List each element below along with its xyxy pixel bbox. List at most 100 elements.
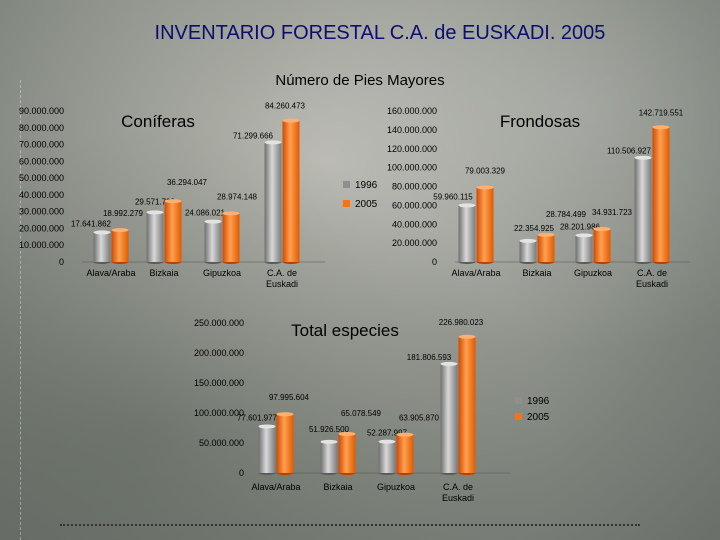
coniferas-y-tick: 70.000.000 [19, 140, 64, 150]
total-bar-cap [320, 439, 338, 444]
frondosas-y-tick: 80.000.000 [392, 182, 437, 192]
coniferas-bar-cap [164, 199, 182, 204]
coniferas-bar-cap [282, 118, 300, 123]
coniferas-data-label: 18.992.279 [103, 209, 144, 218]
frondosas-data-label: 59.960.115 [433, 192, 473, 201]
coniferas-data-label: 29.571.793 [135, 197, 176, 206]
frondosas-data-label: 110.506.927 [607, 147, 651, 156]
frondosas-y-tick: 20.000.000 [392, 238, 437, 248]
coniferas-y-tick: 90.000.000 [19, 106, 64, 116]
total-category-label: Alava/Araba [251, 482, 300, 492]
frondosas-bar-2005 [537, 234, 555, 262]
coniferas-y-tick: 30.000.000 [19, 207, 64, 217]
coniferas-bar-cap [93, 230, 111, 235]
coniferas-chart-title: Coníferas [121, 112, 195, 131]
frondosas-category-label: C.A. de [637, 268, 667, 278]
frondosas-bar-cap [537, 232, 555, 237]
frondosas-bar-1996 [458, 205, 476, 262]
total-y-tick: 50.000.000 [199, 438, 244, 448]
total-category-label: Gipuzkoa [377, 482, 415, 492]
coniferas-bar-cap [264, 140, 282, 145]
total-bar-1996 [440, 363, 458, 473]
coniferas-bar-cap [222, 211, 240, 216]
total-y-tick: 150.000.000 [194, 378, 244, 388]
coniferas-category-label: Gipuzkoa [203, 268, 241, 278]
frondosas-y-tick: 100.000.000 [387, 163, 437, 173]
coniferas-bar-2005 [111, 230, 129, 262]
coniferas-y-tick: 50.000.000 [19, 173, 64, 183]
total-category-label: Bizkaia [323, 482, 352, 492]
coniferas-bar-2005 [222, 213, 240, 262]
footer-divider [60, 524, 640, 526]
total-bar-2005 [396, 434, 414, 473]
coniferas-data-label: 17.641.862 [71, 219, 112, 228]
frondosas-category-label: Bizkaia [522, 268, 551, 278]
frondosas-category-label: Alava/Araba [451, 268, 500, 278]
total-bar-1996 [320, 441, 338, 473]
decorative-edge [0, 80, 21, 540]
total-data-label: 181.806.593 [407, 353, 452, 362]
total-data-label: 226.980.023 [439, 318, 484, 327]
frondosas-y-tick: 140.000.000 [387, 125, 437, 135]
frondosas-data-label: 142.719.551 [639, 108, 684, 117]
total-category-label-line2: Euskadi [442, 493, 474, 503]
coniferas-category-label: Alava/Araba [86, 268, 135, 278]
total-data-label: 97.995.604 [269, 393, 310, 402]
frondosas-chart-title: Frondosas [500, 112, 580, 131]
total-legend-label-2005: 2005 [527, 412, 550, 423]
frondosas-bar-cap [652, 125, 670, 130]
total-bar-2005 [276, 414, 294, 473]
frondosas-y-tick: 0 [432, 257, 437, 267]
frondosas-y-tick: 120.000.000 [387, 144, 437, 154]
frondosas-bar-cap [476, 185, 494, 190]
coniferas-y-tick: 10.000.000 [19, 240, 64, 250]
total-bar-cap [338, 431, 356, 436]
coniferas-bar-2005 [164, 201, 182, 262]
coniferas-data-label: 71.299.666 [233, 131, 274, 140]
frondosas-data-label: 22.354.925 [514, 224, 555, 233]
coniferas-category-label: Bizkaia [149, 268, 178, 278]
coniferas-bar-1996 [264, 142, 282, 262]
coniferas-bar-1996 [146, 212, 164, 262]
slide-subtitle: Número de Pies Mayores [275, 72, 445, 89]
total-bar-cap [440, 361, 458, 366]
total-category-label: C.A. de [443, 482, 473, 492]
total-data-label: 77.601.977 [237, 413, 278, 422]
coniferas-y-tick: 20.000.000 [19, 223, 64, 233]
total-y-tick: 0 [239, 468, 244, 478]
frondosas-bar-cap [593, 227, 611, 232]
frondosas-data-label: 28.784.499 [546, 210, 587, 219]
total-y-tick: 200.000.000 [194, 348, 244, 358]
frondosas-bar-1996 [634, 157, 652, 262]
coniferas-data-label: 24.086.021 [185, 209, 226, 218]
total-bar-2005 [458, 336, 476, 473]
total-bar-cap [396, 432, 414, 437]
frondosas-bar-1996 [519, 240, 537, 262]
frondosas-data-label: 34.931.723 [592, 208, 633, 217]
total-bar-cap [458, 334, 476, 339]
coniferas-bar-1996 [93, 232, 111, 262]
coniferas-bar-cap [111, 228, 129, 233]
total-bar-1996 [258, 426, 276, 473]
frondosas-bar-cap [458, 203, 476, 208]
coniferas-legend-label-2005: 2005 [355, 199, 378, 210]
coniferas-bar-1996 [204, 221, 222, 262]
coniferas-legend-label-1996: 1996 [355, 180, 378, 191]
frondosas-bar-cap [634, 155, 652, 160]
frondosas-y-tick: 60.000.000 [392, 200, 437, 210]
frondosas-data-label: 28.201.986 [560, 222, 601, 231]
coniferas-data-label: 36.294.047 [167, 178, 208, 187]
total-bar-cap [276, 412, 294, 417]
total-bar-cap [378, 439, 396, 444]
total-data-label: 65.078.549 [341, 409, 382, 418]
frondosas-bar-2005 [476, 187, 494, 262]
coniferas-category-label-line2: Euskadi [266, 279, 298, 289]
total-legend-label-1996: 1996 [527, 396, 550, 407]
total-legend-swatch-2005 [515, 413, 522, 420]
total-bar-2005 [338, 433, 356, 473]
frondosas-bar-2005 [593, 229, 611, 262]
coniferas-category-label: C.A. de [267, 268, 297, 278]
frondosas-bar-cap [519, 238, 537, 243]
coniferas-bar-cap [204, 219, 222, 224]
